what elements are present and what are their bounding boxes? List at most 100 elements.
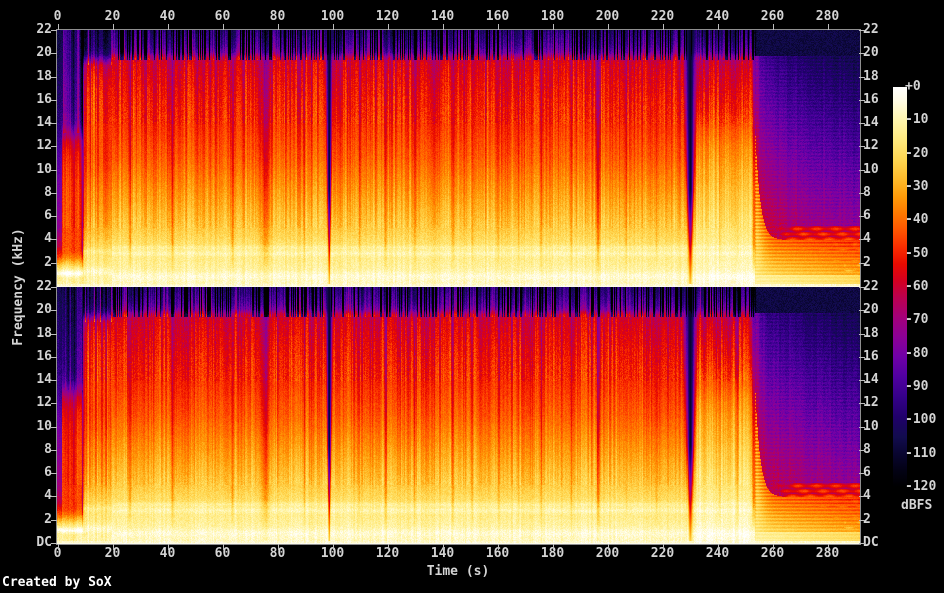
freq-tick-mark [859, 334, 865, 335]
freq-tick-mark [859, 287, 865, 288]
time-tick-label: 100 [320, 546, 345, 561]
time-tick-mark [58, 544, 59, 550]
time-tick-label: 180 [540, 546, 565, 561]
freq-tick-mark [51, 77, 57, 78]
time-tick-label: 200 [595, 9, 620, 24]
time-tick-mark [553, 24, 554, 30]
freq-tick-label: 18 [863, 325, 879, 341]
freq-tick-mark [859, 496, 865, 497]
freq-tick-label: 22 [863, 22, 879, 37]
freq-tick-mark [51, 520, 57, 521]
freq-tick-mark [859, 263, 865, 264]
freq-tick-mark [859, 310, 865, 311]
time-tick-label: 80 [269, 9, 286, 24]
freq-tick-label: 2 [44, 511, 52, 527]
freq-tick-mark [51, 146, 57, 147]
time-tick-mark [333, 24, 334, 30]
db-tick-label: -10 [905, 112, 929, 128]
freq-dc-label: DC [863, 535, 879, 550]
freq-tick-mark [859, 403, 865, 404]
time-tick-mark [498, 24, 499, 30]
freq-tick-mark [51, 334, 57, 335]
freq-tick-label: 20 [36, 302, 52, 318]
time-tick-mark [443, 544, 444, 550]
time-tick-label: 100 [320, 9, 345, 24]
time-tick-mark [333, 544, 334, 550]
time-tick-label: 220 [650, 546, 675, 561]
freq-tick-label: 14 [863, 115, 879, 131]
freq-tick-mark [859, 53, 865, 54]
time-tick-label: 20 [104, 546, 121, 561]
freq-tick-label: 2 [863, 254, 871, 270]
freq-tick-label: 8 [863, 184, 871, 200]
freq-tick-mark [859, 473, 865, 474]
freq-tick-mark [859, 239, 865, 240]
freq-tick-mark [859, 77, 865, 78]
time-tick-label: 120 [375, 9, 400, 24]
freq-tick-label: 12 [863, 395, 879, 411]
time-tick-label: 60 [214, 9, 231, 24]
freq-tick-mark [859, 357, 865, 358]
freq-tick-label: 12 [36, 138, 52, 154]
colorbar-gradient [893, 87, 907, 487]
time-tick-mark [168, 24, 169, 30]
db-tick-label: -50 [905, 245, 929, 261]
db-tick-label: -40 [905, 212, 929, 228]
time-tick-mark [58, 24, 59, 30]
time-tick-label: 160 [485, 9, 510, 24]
db-tick-label: -80 [905, 345, 929, 361]
time-tick-mark [828, 24, 829, 30]
freq-tick-mark [51, 53, 57, 54]
db-tick-label: -60 [905, 279, 929, 294]
db-tick-label: +0 [905, 79, 921, 94]
time-tick-label: 140 [430, 546, 455, 561]
spectrogram-channel-top [57, 30, 860, 287]
time-tick-label: 80 [269, 546, 286, 561]
freq-tick-label: 18 [36, 325, 52, 341]
time-tick-mark [498, 544, 499, 550]
time-tick-label: 180 [540, 9, 565, 24]
time-tick-label: 160 [485, 546, 510, 561]
freq-tick-mark [51, 403, 57, 404]
freq-tick-mark [51, 30, 57, 31]
time-tick-mark [113, 24, 114, 30]
time-tick-mark [663, 544, 664, 550]
time-tick-mark [278, 544, 279, 550]
db-tick-label: -70 [905, 312, 929, 328]
freq-tick-label: 6 [44, 208, 52, 224]
colorbar-unit-label: dBFS [901, 498, 933, 513]
time-tick-mark [608, 24, 609, 30]
time-axis-title: Time (s) [426, 564, 490, 579]
freq-tick-label: 8 [44, 441, 52, 457]
time-tick-label: 200 [595, 546, 620, 561]
freq-tick-label: 20 [863, 45, 879, 61]
freq-tick-label: 18 [36, 68, 52, 84]
freq-tick-label: 16 [36, 91, 52, 107]
db-tick-label: -120 [905, 479, 937, 494]
freq-tick-mark [859, 100, 865, 101]
freq-tick-label: 20 [36, 45, 52, 61]
freq-tick-label: 10 [36, 418, 52, 434]
time-tick-mark [278, 24, 279, 30]
time-tick-label: 220 [650, 9, 675, 24]
time-tick-mark [828, 544, 829, 550]
freq-tick-label: 22 [36, 22, 52, 37]
credit-text: Created by SoX [2, 575, 112, 590]
freq-tick-label: 18 [863, 68, 879, 84]
freq-tick-mark [51, 380, 57, 381]
freq-tick-mark [859, 146, 865, 147]
freq-tick-label: 12 [36, 395, 52, 411]
time-tick-mark [718, 544, 719, 550]
freq-tick-label: 6 [44, 465, 52, 481]
time-tick-mark [608, 544, 609, 550]
freq-tick-label: 22 [863, 279, 879, 294]
freq-tick-mark [51, 427, 57, 428]
freq-axis-title: Frequency (kHz) [11, 228, 26, 346]
freq-dc-label: DC [36, 535, 52, 550]
freq-tick-mark [859, 170, 865, 171]
time-tick-mark [718, 24, 719, 30]
freq-tick-mark [51, 496, 57, 497]
freq-tick-label: 22 [36, 279, 52, 294]
freq-tick-mark [859, 543, 865, 544]
freq-tick-mark [51, 473, 57, 474]
